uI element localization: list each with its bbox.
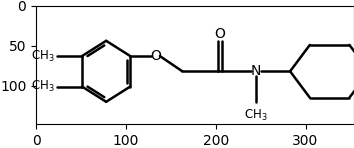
- Text: O: O: [150, 49, 161, 63]
- Text: N: N: [251, 64, 261, 78]
- Text: CH$_3$: CH$_3$: [244, 108, 268, 123]
- Text: O: O: [215, 27, 225, 41]
- Text: CH$_3$: CH$_3$: [32, 79, 55, 94]
- Text: CH$_3$: CH$_3$: [32, 49, 55, 64]
